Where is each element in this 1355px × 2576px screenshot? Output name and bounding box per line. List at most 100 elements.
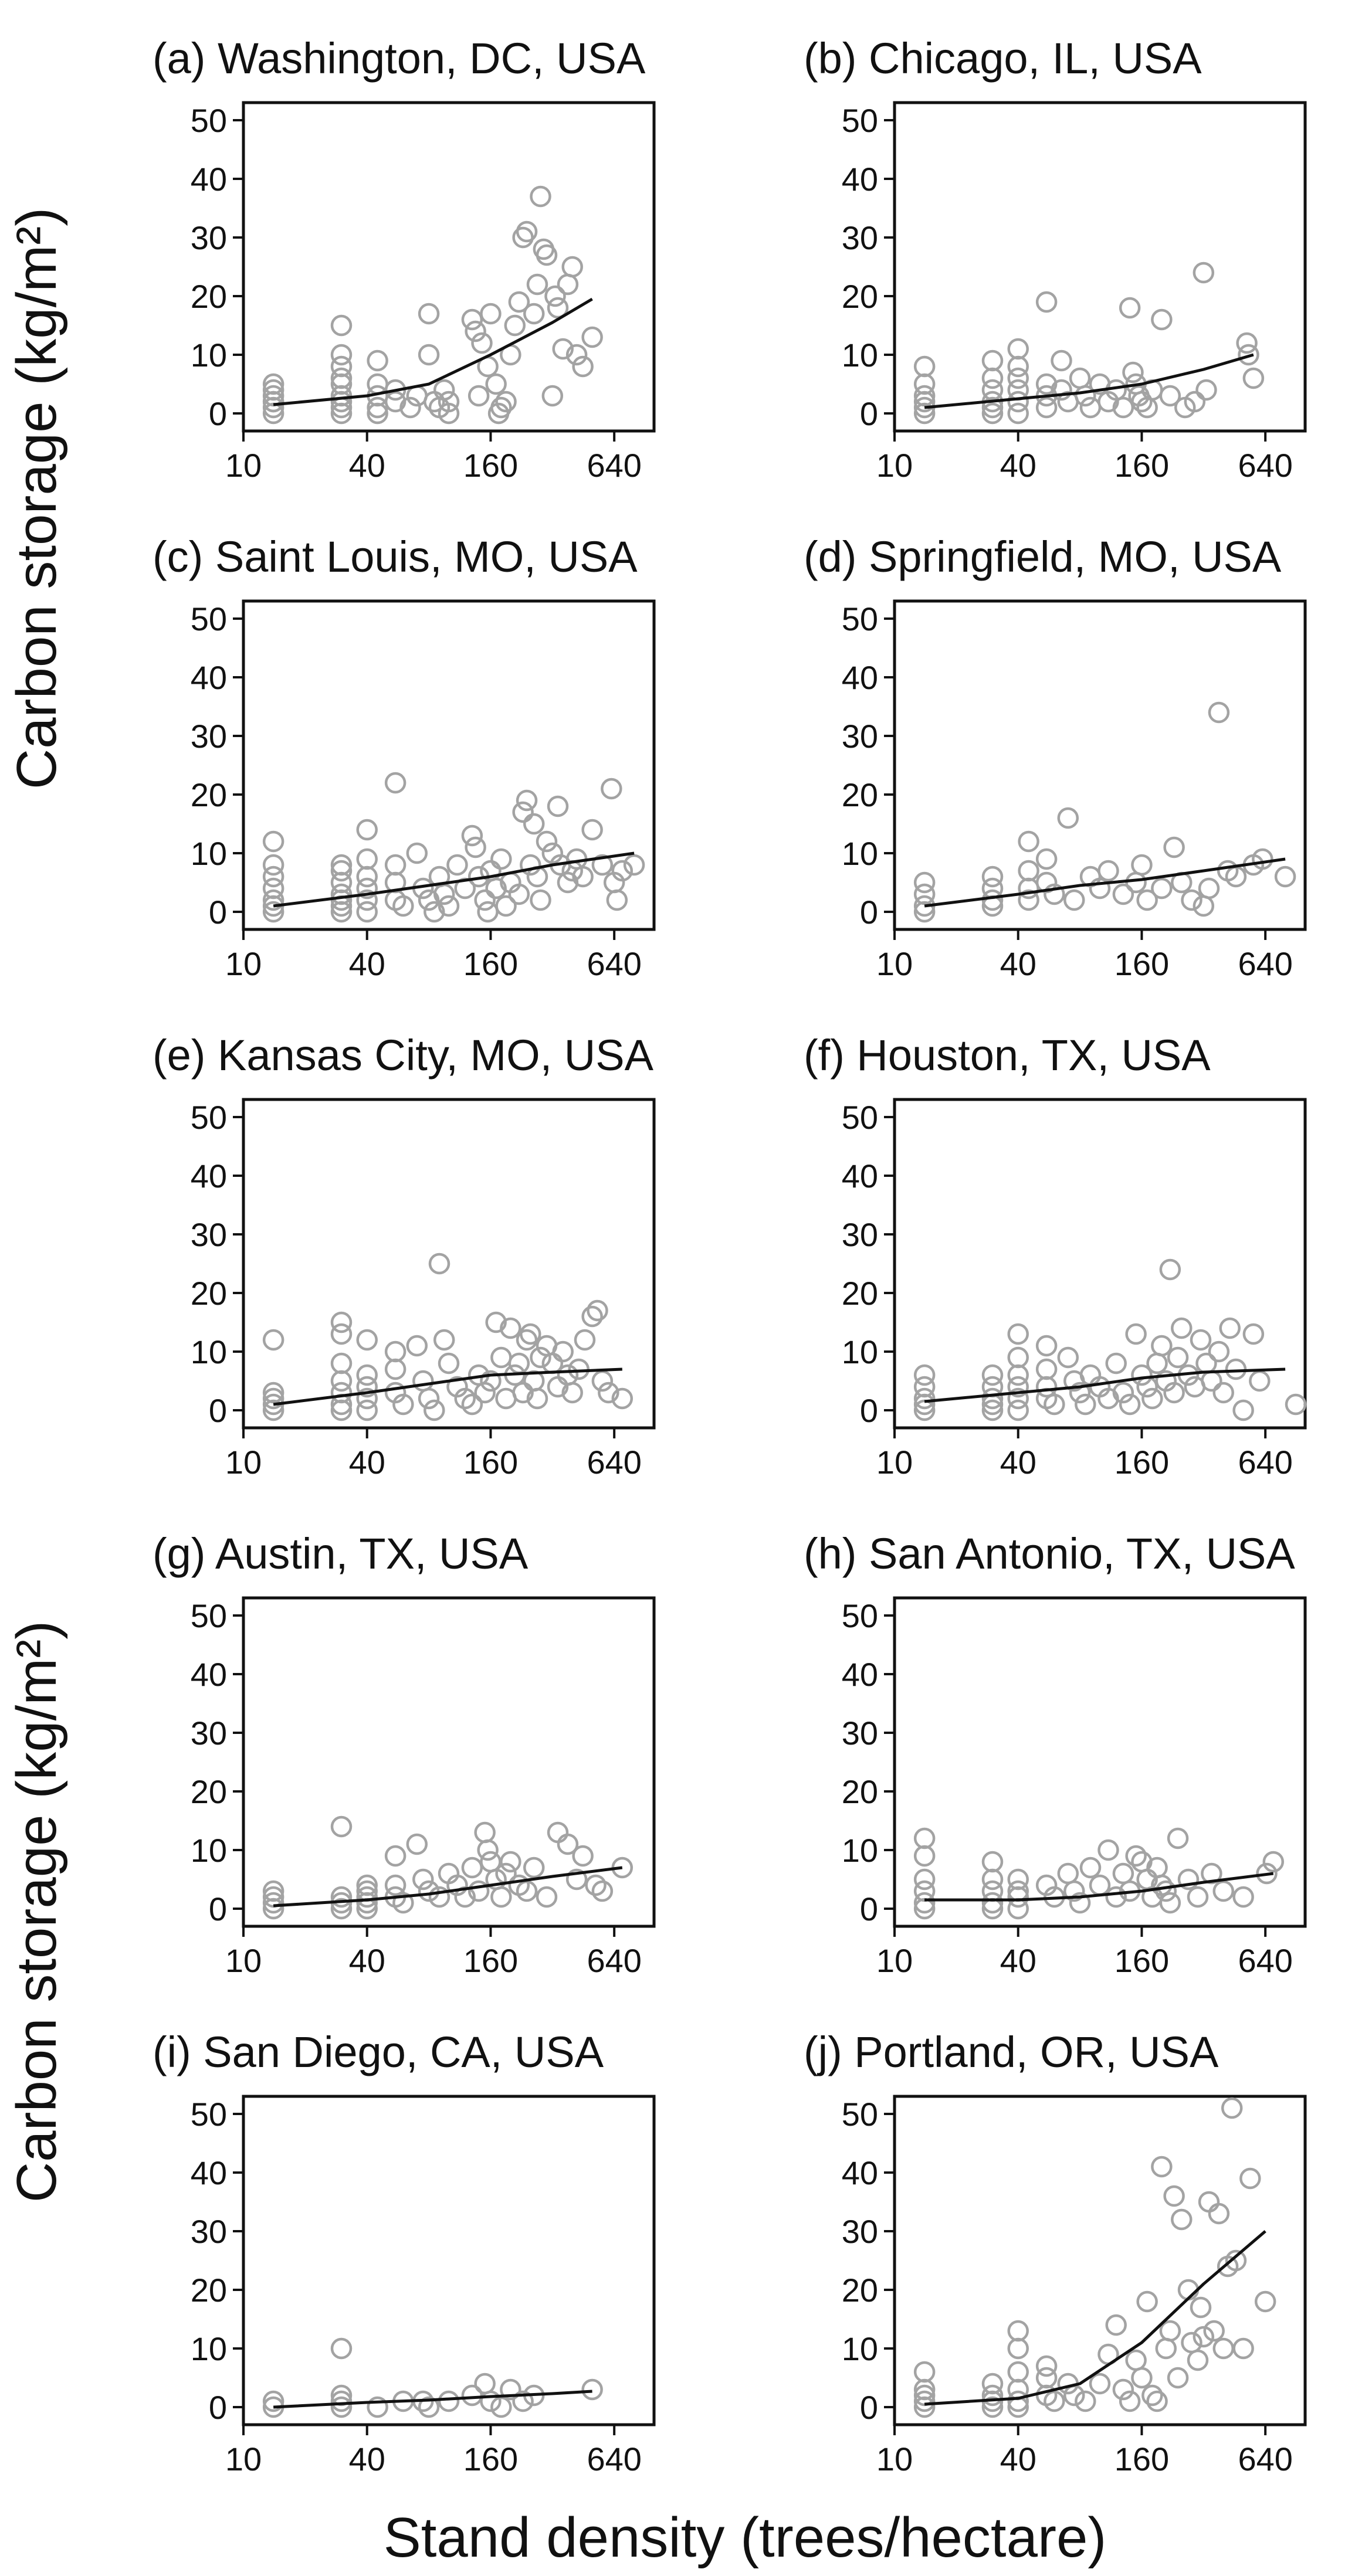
data-point (330, 2396, 353, 2418)
y-tick-label: 30 (842, 1715, 878, 1752)
data-point (981, 1399, 1004, 1421)
data-point (523, 303, 545, 325)
data-point (1007, 338, 1029, 360)
x-tick-label: 640 (1238, 447, 1292, 484)
data-point (1007, 1886, 1029, 1908)
data-point (262, 889, 284, 911)
data-point (384, 1358, 406, 1380)
data-point (438, 402, 460, 425)
x-tick-label: 160 (463, 2441, 518, 2477)
data-point (913, 1827, 936, 1849)
x-tick-label: 640 (587, 447, 641, 484)
data-point (438, 1352, 460, 1374)
data-point (1007, 1323, 1029, 1345)
data-point (572, 1845, 594, 1867)
data-point (1018, 889, 1039, 911)
data-point (568, 1358, 590, 1380)
data-point (406, 1833, 428, 1855)
plot-frame (893, 1596, 1307, 1928)
data-point (461, 1393, 483, 1416)
data-point (913, 1393, 936, 1416)
data-point (1097, 1387, 1119, 1410)
data-point (1007, 367, 1029, 389)
data-point (1125, 1845, 1147, 1867)
y-tick-label: 30 (191, 1715, 227, 1752)
data-point (418, 303, 440, 325)
data-point (1057, 1862, 1079, 1885)
data-point (262, 1399, 284, 1421)
data-point (1146, 1352, 1168, 1374)
data-point (356, 866, 378, 888)
data-point (1007, 391, 1029, 413)
data-point (530, 185, 551, 208)
data-point (981, 2396, 1004, 2418)
data-point (262, 830, 284, 853)
data-point (585, 1874, 607, 1896)
data-point (1167, 1346, 1189, 1369)
x-tick-label: 640 (1238, 945, 1292, 982)
data-point (981, 402, 1004, 425)
y-tick-label: 20 (191, 2272, 227, 2309)
data-point (1212, 1382, 1234, 1404)
y-tick-label: 20 (842, 2272, 878, 2309)
data-point (1044, 1393, 1065, 1416)
data-point (356, 1892, 378, 1914)
data-point (356, 877, 378, 900)
y-tick-label: 20 (842, 1773, 878, 1810)
data-point (523, 813, 545, 835)
data-point (1105, 1352, 1127, 1374)
x-tick-label: 640 (587, 1444, 641, 1481)
data-point (1159, 1892, 1181, 1914)
data-point (547, 297, 569, 319)
y-tick-label: 0 (860, 894, 878, 931)
data-point (611, 860, 634, 882)
chart-panel-4: (e) Kansas City, MO, USA 0 10 20 30 40 50 10 40 1… (153, 1031, 656, 1481)
data-point (1105, 1886, 1127, 1908)
data-point (1151, 1335, 1173, 1357)
data-point (1193, 895, 1215, 917)
data-point (433, 883, 455, 905)
data-point (1112, 1382, 1134, 1404)
data-point (1239, 2167, 1261, 2190)
y-tick-label: 40 (191, 1158, 227, 1194)
data-point (1069, 367, 1091, 389)
data-point (1007, 2320, 1029, 2342)
data-point (1136, 2290, 1158, 2313)
data-point (1232, 2337, 1254, 2360)
chart-panel-2: (c) Saint Louis, MO, USA 0 10 20 30 40 50 10 40 1… (153, 532, 656, 982)
x-tick-label: 160 (1115, 447, 1169, 484)
data-point (520, 1323, 541, 1345)
x-tick-label: 160 (1115, 1444, 1169, 1481)
chart-panel-3: (d) Springfield, MO, USA 0 10 20 30 40 50 10 40 1… (804, 532, 1307, 982)
data-point (516, 1880, 538, 1902)
data-point (1212, 1880, 1234, 1902)
data-point (465, 320, 486, 342)
y-tick-label: 40 (191, 659, 227, 696)
y-tick-label: 10 (842, 1333, 878, 1370)
chart-panel-8: (i) San Diego, CA, USA 0 10 20 30 40 50 10 40 160… (153, 2028, 656, 2477)
data-point (1007, 2361, 1029, 2383)
fit-line (273, 1367, 622, 1406)
data-point (1274, 866, 1296, 888)
fit-line (924, 857, 1286, 908)
data-point (1141, 2384, 1163, 2407)
data-point (474, 1821, 496, 1844)
data-point (526, 1387, 548, 1410)
data-point (581, 326, 603, 348)
x-tick-label: 160 (463, 945, 518, 982)
data-point (461, 1857, 483, 1879)
data-point (384, 1845, 406, 1867)
data-point (424, 901, 445, 923)
data-point (262, 854, 284, 876)
data-point (1105, 2314, 1127, 2336)
y-tick-label: 30 (842, 718, 878, 755)
y-tick-label: 50 (842, 102, 878, 139)
data-point (1181, 2331, 1202, 2354)
data-point (526, 273, 548, 296)
y-tick-label: 50 (842, 1099, 878, 1136)
data-point (504, 314, 526, 337)
x-tick-label: 640 (1238, 2441, 1292, 2477)
panels-group: (a) Washington, DC, USA 0 10 20 30 40 50 10 40 16… (153, 34, 1307, 2477)
data-point (433, 379, 455, 401)
data-point (330, 314, 353, 337)
